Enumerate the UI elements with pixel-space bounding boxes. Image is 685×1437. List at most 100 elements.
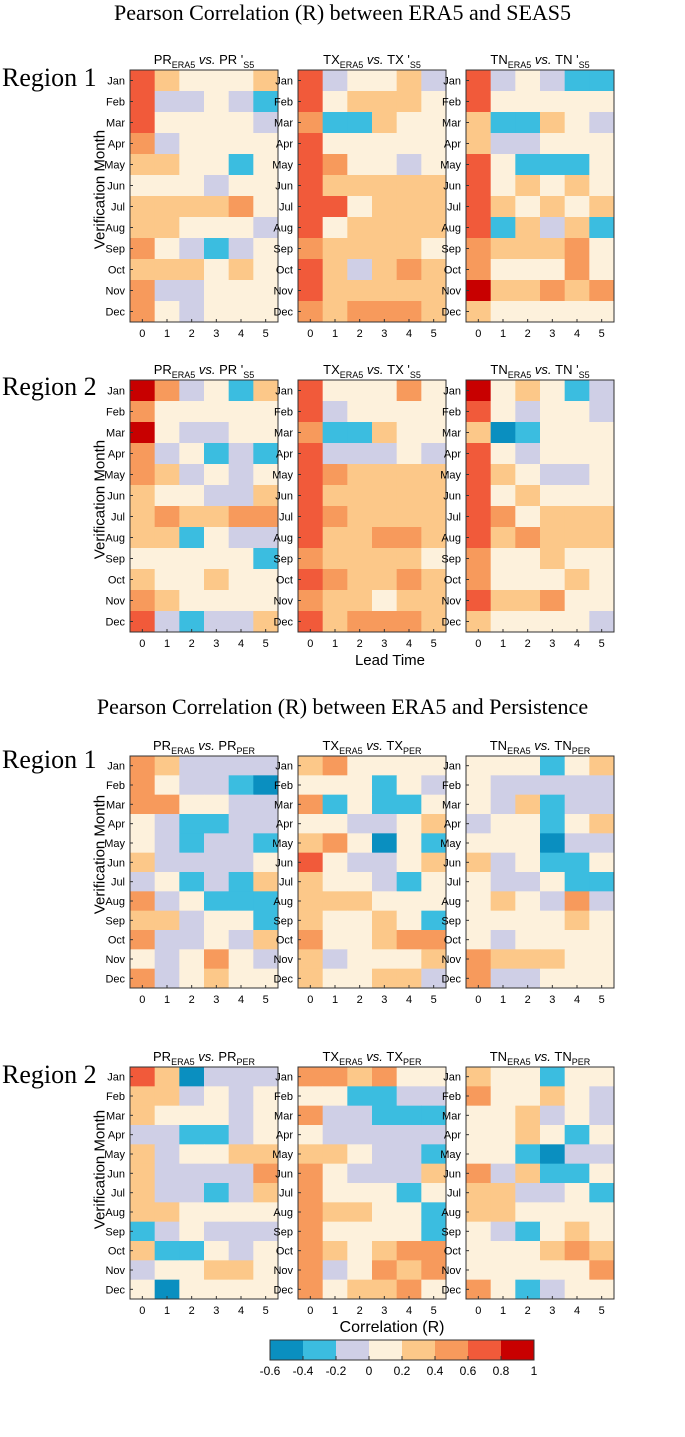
heatmap-cell [490,238,516,260]
heatmap-cell [298,1163,324,1184]
heatmap-cell [130,775,156,796]
heatmap-cell [298,1202,324,1223]
x-tick-label: 3 [549,328,555,340]
y-tick-label: Mar [106,428,125,440]
heatmap-cell [466,814,492,834]
y-tick-label: Sep [273,1226,293,1238]
panel-frame [297,755,447,989]
heatmap-cell [515,833,541,854]
heatmap-cell [154,154,180,176]
heatmap-cell [564,217,590,239]
colorbar-segment [402,1340,436,1360]
heatmap-cell [372,1260,398,1281]
heatmap-cell [421,833,447,854]
y-tick-label: Feb [442,97,461,109]
heatmap-cell [298,611,324,633]
heatmap-panel-11: Jan Feb Mar Apr May Jun Jul Aug Sep Oct Nov Dec 0 1 2 3… [440,1049,615,1317]
section-title-persistence: Pearson Correlation (R) between ERA5 and… [96,694,589,719]
heatmap-cell [490,422,516,444]
heatmap-cell [372,794,398,815]
heatmap-cell [396,852,422,873]
heatmap-cell [204,891,230,912]
heatmap-cell [515,70,541,92]
heatmap-cell [515,280,541,302]
heatmap-cell [347,1144,373,1165]
heatmap-cell [466,949,492,970]
heatmap-cell [130,794,156,815]
panel-frame [129,1066,279,1300]
heatmap-cell [372,1221,398,1242]
heatmap-cell [589,872,615,892]
heatmap-cell [466,548,492,570]
heatmap-cell [204,1125,230,1145]
heatmap-cell [253,380,279,402]
heatmap-cell [372,91,398,113]
heatmap-cell [179,506,205,528]
heatmap-cell [466,506,492,528]
heatmap-cell [347,872,373,892]
x-tick-label: 4 [406,328,412,340]
y-tick-label: Apr [108,819,125,831]
heatmap-cell [466,1125,492,1145]
x-tick-label: 5 [431,328,437,340]
heatmap-cell [154,852,180,873]
y-tick-label: Sep [441,1226,461,1238]
panel-frame [465,1066,615,1300]
y-tick-label: Feb [442,407,461,419]
heatmap-cell [540,814,566,834]
heatmap-cell [490,1144,516,1165]
heatmap-cell [179,775,205,796]
heatmap-cell [564,590,590,612]
y-tick-label: Jul [279,512,293,524]
heatmap-cell [421,112,447,134]
x-tick-label: 2 [525,994,531,1006]
y-tick-label: Oct [444,575,461,587]
y-tick-label: Sep [105,554,125,566]
heatmap-cell [253,133,279,155]
heatmap-cell [396,217,422,239]
heatmap-cell [515,930,541,950]
heatmap-panel-10: Jan Feb Mar Apr May Jun Jul Aug Sep Oct Nov Dec 0 1 2 3… [272,1049,447,1317]
heatmap-cell [421,154,447,176]
heatmap-cell [322,506,348,528]
heatmap-panel-8: Jan Feb Mar Apr May Jun Jul Aug Sep Oct Nov Dec 0 1 2 3… [440,738,615,1006]
heatmap-cell [253,1221,279,1242]
heatmap-cell [298,968,324,989]
heatmap-cell [421,301,447,323]
y-tick-label: Jan [275,76,293,88]
heatmap-cell [515,1241,541,1261]
heatmap-cell [322,814,348,834]
heatmap-cell [322,154,348,176]
y-tick-label: Mar [274,799,293,811]
y-tick-label: Apr [108,449,125,461]
heatmap-cell [154,833,180,854]
heatmap-cell [228,756,254,776]
heatmap-cell [298,930,324,950]
heatmap-cell [347,833,373,854]
heatmap-cell [179,968,205,989]
heatmap-cell [564,485,590,507]
heatmap-cell [540,527,566,549]
heatmap-cell [130,1125,156,1145]
x-tick-label: 0 [139,638,145,650]
heatmap-cell [396,1086,422,1107]
heatmap-cell [347,611,373,633]
y-tick-label: May [272,160,293,172]
heatmap-cell [564,569,590,591]
x-tick-label: 2 [189,638,195,650]
heatmap-cell [130,833,156,854]
heatmap-cell [466,611,492,633]
heatmap-cell [204,872,230,892]
colorbar-segment [501,1340,535,1360]
heatmap-cell [130,590,156,612]
heatmap-cell [466,175,492,197]
heatmap-cell [179,794,205,815]
heatmap-cell [372,1279,398,1300]
heatmap-cell [298,154,324,176]
heatmap-cell [490,1067,516,1087]
heatmap-cell [322,422,348,444]
y-tick-label: Dec [273,617,293,629]
heatmap-cell [253,1241,279,1261]
heatmap-cell [298,1067,324,1087]
y-tick-label: May [104,470,125,482]
